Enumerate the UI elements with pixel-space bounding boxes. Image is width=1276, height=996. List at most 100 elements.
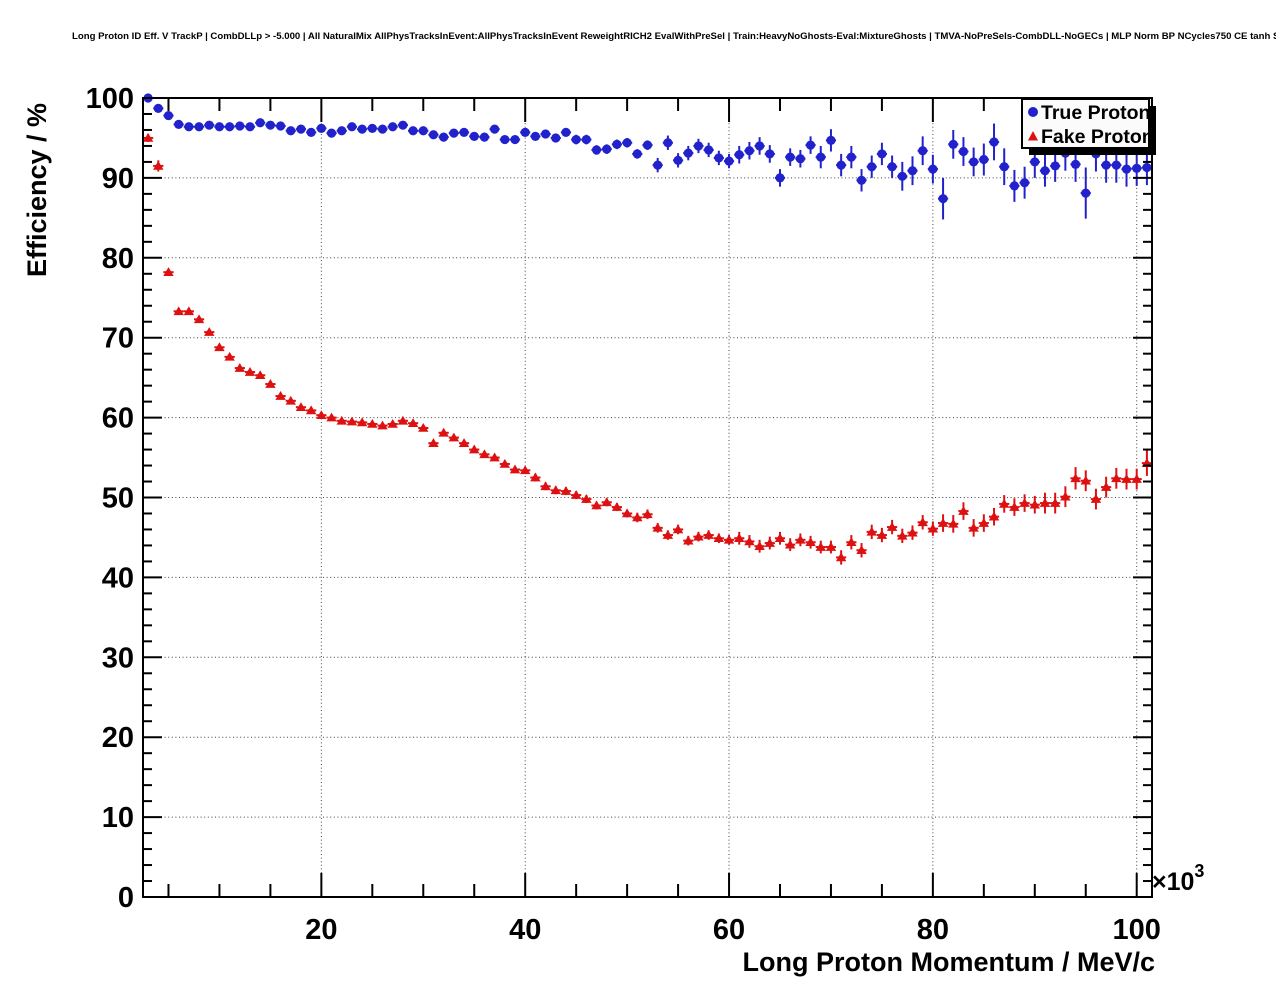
data-point-fake-proton <box>305 405 317 415</box>
y-tick-label: 0 <box>118 882 134 914</box>
data-point-fake-proton <box>632 512 643 522</box>
data-point-fake-proton <box>142 132 154 142</box>
y-tick-label: 50 <box>102 483 134 515</box>
data-point-fake-proton <box>183 306 195 316</box>
data-point-true-proton <box>775 173 785 183</box>
data-point-true-proton <box>989 137 999 147</box>
data-point-fake-proton <box>774 533 786 543</box>
x-tick-label: 20 <box>305 914 337 946</box>
data-point-fake-proton <box>285 395 296 405</box>
data-point-true-proton <box>459 127 469 137</box>
data-point-fake-proton <box>540 481 551 491</box>
data-point-fake-proton <box>672 524 684 534</box>
legend-marker-true-proton-icon <box>1028 107 1038 117</box>
data-point-fake-proton <box>163 267 174 276</box>
data-point-fake-proton <box>642 509 653 519</box>
x-axis-multiplier: ×103 <box>1152 861 1204 896</box>
data-point-true-proton <box>1132 163 1142 173</box>
data-point-true-proton <box>948 139 958 149</box>
data-point-true-proton <box>214 122 225 132</box>
data-point-true-proton <box>439 132 449 142</box>
data-point-true-proton <box>856 175 867 185</box>
data-point-true-proton <box>704 145 714 155</box>
data-point-fake-proton <box>214 342 225 352</box>
data-point-fake-proton <box>764 538 776 547</box>
y-tick-label: 70 <box>102 323 134 355</box>
data-point-fake-proton <box>835 552 847 562</box>
data-point-true-proton <box>642 140 653 150</box>
data-point-true-proton <box>918 146 928 156</box>
data-point-fake-proton <box>550 485 561 495</box>
data-point-true-proton <box>673 155 683 165</box>
data-point-fake-proton <box>346 416 358 426</box>
data-point-true-proton <box>469 131 479 141</box>
data-point-fake-proton <box>1060 491 1071 501</box>
data-point-fake-proton <box>734 533 745 543</box>
data-point-fake-proton <box>927 523 939 533</box>
data-point-true-proton <box>418 126 428 136</box>
data-point-fake-proton <box>428 438 439 447</box>
data-point-fake-proton <box>999 498 1010 508</box>
data-point-fake-proton <box>693 531 704 541</box>
data-point-true-proton <box>163 110 174 121</box>
x-axis-title: Long Proton Momentum / MeV/c <box>743 947 1156 977</box>
plot-title: Long Proton ID Eff. V TrackP | CombDLLp … <box>72 31 1276 42</box>
x-tick-label: 60 <box>713 914 745 946</box>
legend-label-true-proton: True Proton <box>1041 102 1150 124</box>
data-point-true-proton <box>897 171 907 181</box>
data-point-true-proton <box>561 127 571 137</box>
data-point-fake-proton <box>489 452 500 462</box>
data-point-true-proton <box>663 138 673 148</box>
x-tick-label: 100 <box>1113 914 1161 946</box>
data-point-fake-proton <box>499 458 511 468</box>
data-point-true-proton <box>153 103 163 113</box>
data-point-true-proton <box>194 122 204 132</box>
data-point-fake-proton <box>744 536 755 546</box>
data-point-fake-proton <box>978 518 990 527</box>
data-point-true-proton <box>744 146 755 156</box>
data-point-fake-proton <box>886 522 898 531</box>
data-point-true-proton <box>602 144 612 154</box>
data-point-true-proton <box>530 131 540 141</box>
data-point-fake-proton <box>448 432 460 442</box>
data-point-true-proton <box>724 156 734 166</box>
y-tick-label: 30 <box>102 642 134 674</box>
data-point-fake-proton <box>1111 473 1122 483</box>
data-point-fake-proton <box>377 420 388 430</box>
data-point-fake-proton <box>907 527 918 537</box>
data-point-fake-proton <box>825 542 837 551</box>
data-point-fake-proton <box>805 537 816 547</box>
data-point-true-proton <box>1030 157 1040 167</box>
data-point-true-proton <box>245 122 255 132</box>
data-point-fake-proton <box>234 363 246 372</box>
y-tick-labels: 0 10 20 30 40 50 60 70 80 90 100 <box>86 83 134 914</box>
data-point-fake-proton <box>937 518 949 527</box>
data-point-true-proton <box>357 124 367 134</box>
y-tick-label: 60 <box>102 403 134 435</box>
data-point-true-proton <box>826 135 836 145</box>
y-axis-title: Efficiency / % <box>22 103 52 277</box>
legend-label-fake-proton: Fake Proton <box>1041 126 1154 148</box>
data-point-true-proton <box>347 122 357 132</box>
data-point-true-proton <box>255 118 265 128</box>
data-point-true-proton <box>551 133 561 143</box>
data-point-fake-proton <box>754 541 765 551</box>
data-point-fake-proton <box>509 464 521 474</box>
data-point-true-proton <box>1009 181 1020 191</box>
data-point-fake-proton <box>244 367 256 376</box>
data-point-true-proton <box>479 132 490 142</box>
data-point-fake-proton <box>560 486 572 495</box>
data-point-fake-proton <box>193 314 205 324</box>
data-point-true-proton <box>337 126 347 136</box>
data-point-true-proton <box>377 124 388 134</box>
data-point-fake-proton <box>530 472 541 482</box>
data-point-true-proton <box>693 141 704 151</box>
data-point-true-proton <box>805 140 816 150</box>
data-point-fake-proton <box>367 418 378 428</box>
y-tick-label: 100 <box>86 83 134 115</box>
data-point-fake-proton <box>407 418 419 427</box>
data-point-true-proton <box>449 128 459 138</box>
data-point-true-proton <box>520 127 530 137</box>
data-point-true-proton <box>316 123 326 133</box>
